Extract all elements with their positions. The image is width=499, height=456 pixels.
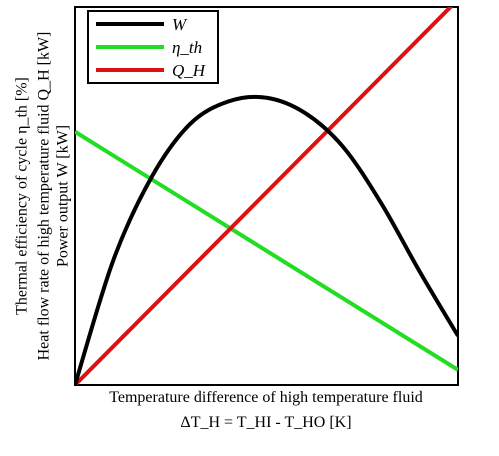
series-line-qh [75, 7, 454, 385]
y-axis-label-line3: Power output W [kW] [55, 125, 72, 267]
y-axis-label-line1: Thermal efficiency of cycle η_th [%] [14, 77, 31, 315]
y-axis-label-line2: Heat flow rate of high temperature fluid… [36, 32, 53, 361]
x-axis-label-line1: Temperature difference of high temperatu… [109, 389, 423, 406]
series-line-w [75, 94, 458, 385]
series-line-eta [75, 130, 458, 372]
legend-label-w: W [172, 15, 188, 34]
series-layer [75, 7, 458, 385]
x-axis-label-line2: ΔT_H = T_HI - T_HO [K] [180, 414, 351, 431]
legend-label-eta: η_th [172, 38, 202, 57]
legend-label-qh: Q_H [172, 61, 207, 80]
legend: W η_th Q_H [87, 10, 219, 84]
